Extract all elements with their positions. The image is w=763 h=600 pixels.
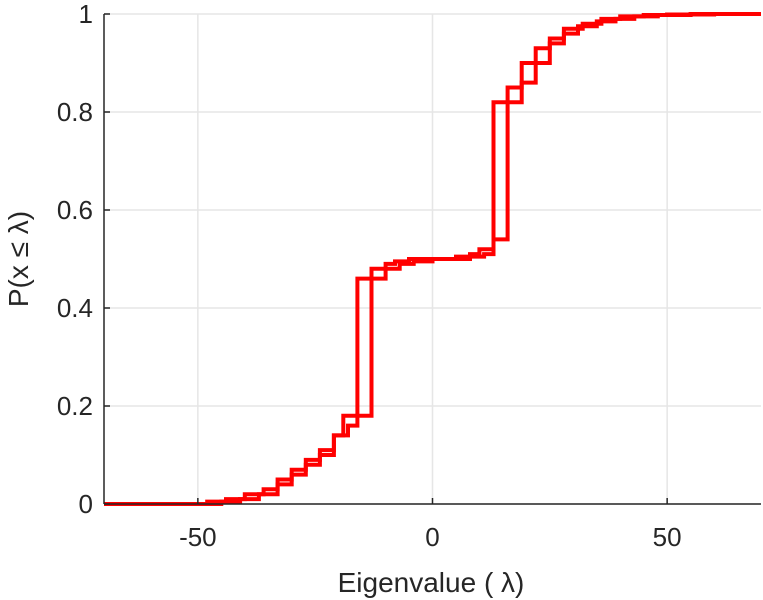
x-tick-label: 50	[653, 522, 682, 552]
y-tick-label: 0.8	[57, 97, 93, 127]
series-layer	[104, 12, 761, 506]
series-line-2	[104, 12, 761, 506]
y-tick-label: 0.2	[57, 391, 93, 421]
y-tick-label: 0	[79, 489, 93, 519]
axes	[103, 13, 761, 505]
x-tick-label: -50	[179, 522, 217, 552]
y-tick-label: 1	[79, 0, 93, 29]
x-axis-title: Eigenvalue ( λ)	[338, 567, 525, 598]
y-tick-label: 0.4	[57, 293, 93, 323]
x-tick-label: 0	[425, 522, 439, 552]
tick-labels: -50 0 50 0 0.2 0.4 0.6 0.8 1	[57, 0, 682, 552]
y-axis-title: P(x ≤ λ)	[3, 211, 34, 307]
y-tick-label: 0.6	[57, 195, 93, 225]
